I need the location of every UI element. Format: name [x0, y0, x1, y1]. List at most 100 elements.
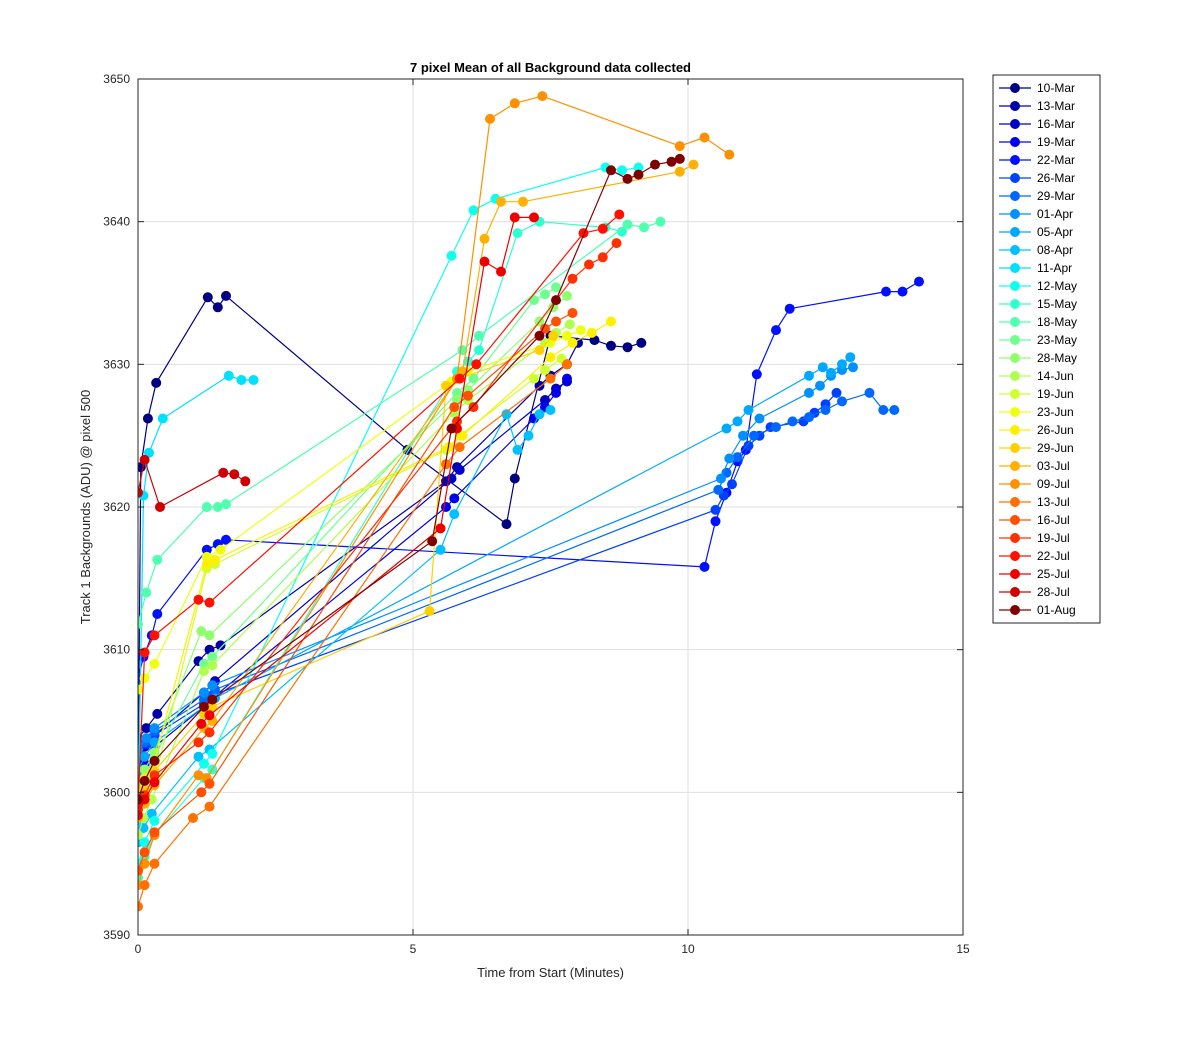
data-point [193, 737, 204, 748]
legend-label: 01-Aug [1037, 603, 1076, 617]
series-08-Apr [138, 405, 556, 848]
data-point [650, 159, 660, 170]
data-point [149, 858, 160, 869]
data-point [139, 673, 150, 684]
legend-label: 14-Jun [1037, 369, 1074, 383]
legend-item: 28-May [999, 351, 1077, 365]
data-point [479, 256, 490, 267]
data-point [889, 405, 900, 415]
data-point [666, 156, 677, 167]
legend-marker [1010, 299, 1020, 309]
legend-marker [1010, 335, 1020, 345]
tick-layer: 0 5 10 15 3590 3600 3610 3620 3630 3640 3650 [103, 72, 970, 956]
data-point [474, 330, 484, 341]
legend-box [992, 74, 1101, 624]
legend-label: 28-May [1037, 351, 1077, 365]
x-tick-label: 15 [956, 942, 970, 956]
data-point [529, 212, 539, 223]
data-point [152, 554, 163, 565]
y-tick-label: 3650 [103, 72, 130, 86]
legend-marker [1010, 227, 1020, 237]
data-point [441, 502, 451, 512]
chart-title: 7 pixel Mean of all Background data coll… [410, 60, 691, 75]
data-point [501, 519, 512, 530]
data-point [639, 222, 649, 233]
data-point [826, 367, 836, 378]
data-point [199, 701, 209, 712]
legend-marker [1010, 317, 1020, 327]
legend-label: 26-Jun [1037, 423, 1074, 437]
data-point [562, 359, 572, 370]
data-point [485, 113, 495, 124]
data-point [196, 626, 207, 637]
legend-marker [1010, 569, 1020, 579]
data-point [804, 412, 814, 423]
data-point [597, 252, 608, 263]
legend-item: 19-Jul [999, 531, 1070, 545]
data-point [548, 330, 559, 341]
series-16-Jul [138, 308, 578, 876]
data-point [749, 430, 759, 441]
legend-marker [1010, 173, 1020, 183]
data-point [139, 751, 150, 762]
series-28-Jul [138, 454, 251, 512]
y-tick-label: 3630 [103, 357, 130, 371]
legend-item: 19-Jun [999, 387, 1074, 401]
data-point [804, 387, 814, 398]
legend-marker [1010, 605, 1020, 615]
data-point [545, 373, 556, 384]
data-point [454, 373, 465, 384]
data-point [449, 402, 460, 413]
data-point [248, 375, 259, 385]
data-point [204, 597, 215, 608]
data-point [509, 98, 520, 109]
legend-item: 01-Apr [999, 207, 1073, 221]
data-point [199, 758, 209, 769]
legend-label: 11-Apr [1037, 261, 1072, 275]
data-point [529, 295, 539, 306]
data-point [468, 373, 479, 384]
y-tick-label: 3620 [103, 500, 130, 514]
y-tick-label: 3590 [103, 928, 130, 942]
data-point [518, 196, 528, 207]
series-18-May [138, 216, 666, 629]
data-point [207, 694, 218, 705]
legend-label: 03-Jul [1037, 459, 1070, 473]
data-point [567, 273, 578, 284]
data-point [139, 647, 150, 658]
data-point [138, 865, 143, 876]
data-point [787, 416, 798, 427]
legend-item: 29-Jun [999, 441, 1074, 455]
legend-label: 13-Jul [1037, 495, 1070, 509]
legend-item: 26-Mar [999, 171, 1075, 185]
data-point [207, 701, 218, 712]
data-point [534, 345, 545, 356]
data-point [149, 827, 160, 838]
data-point [449, 493, 460, 504]
data-point [655, 216, 666, 227]
data-point [452, 387, 462, 398]
legend-label: 28-Jul [1037, 585, 1070, 599]
data-point [139, 764, 150, 775]
data-point [540, 289, 550, 300]
legend-item: 28-Jul [999, 585, 1070, 599]
data-point [207, 680, 218, 691]
legend-label: 19-Jul [1037, 531, 1070, 545]
data-point [139, 880, 150, 891]
data-point [446, 423, 457, 434]
series-line [138, 312, 573, 872]
data-point [229, 469, 240, 480]
data-point [512, 228, 523, 239]
legend-label: 13-Mar [1037, 99, 1075, 113]
data-point [138, 619, 143, 629]
data-point [688, 159, 699, 170]
data-point [713, 484, 724, 495]
data-point [551, 316, 561, 327]
legend-marker [1010, 407, 1020, 417]
data-point [141, 733, 152, 744]
legend-marker [1010, 515, 1020, 525]
legend-marker [1010, 425, 1020, 435]
data-point [199, 658, 209, 669]
legend-marker [1010, 479, 1020, 489]
data-point [606, 316, 616, 327]
